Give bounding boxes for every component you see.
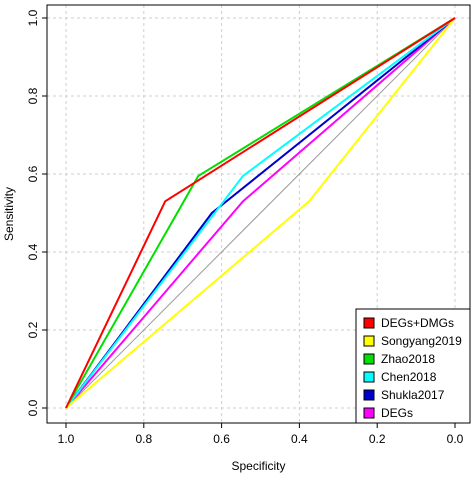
x-tick-label: 0.4: [291, 432, 308, 446]
series-line-zhao2018: [65, 17, 456, 409]
legend-swatch: [363, 407, 375, 419]
y-tick-label: 1.0: [26, 9, 40, 26]
series-line-degs: [65, 17, 456, 409]
x-tick-label: 0.2: [369, 432, 386, 446]
x-tick-label: 1.0: [58, 432, 75, 446]
x-axis: 1.0 0.8 0.6 0.4 0.2 0.0: [58, 422, 464, 446]
reference-diagonal: [65, 17, 456, 409]
legend-label: DEGs+DMGs: [381, 316, 454, 330]
x-tick-label: 0.6: [213, 432, 230, 446]
legend-box: [355, 308, 471, 424]
legend-label: Zhao2018: [381, 352, 435, 366]
y-tick-label: 0.4: [26, 243, 40, 260]
legend-label: Songyang2019: [381, 334, 462, 348]
legend-swatch: [363, 335, 375, 347]
x-axis-title: Specificity: [231, 459, 285, 473]
series-line-chen2018: [65, 17, 456, 409]
legend-label: DEGs: [381, 406, 413, 420]
y-axis-title: Sensitivity: [2, 187, 16, 241]
legend-label: Chen2018: [381, 370, 437, 384]
legend-label: Shukla2017: [381, 388, 445, 402]
y-tick-label: 0.2: [26, 321, 40, 338]
legend-swatch: [363, 389, 375, 401]
y-tick-label: 0.6: [26, 165, 40, 182]
legend-swatch: [363, 353, 375, 365]
series-line-degs-dmgs: [65, 17, 456, 409]
y-tick-label: 0.0: [26, 399, 40, 416]
series-line-songyang2019: [65, 17, 456, 409]
series-layer: [65, 17, 456, 409]
legend: DEGs+DMGs Songyang2019 Zhao2018 Chen2018 Shu…: [355, 308, 471, 424]
legend-swatch: [363, 317, 375, 329]
y-tick-label: 0.8: [26, 87, 40, 104]
legend-swatch: [363, 371, 375, 383]
y-axis: 0.0 0.2 0.4 0.6 0.8 1.0: [26, 9, 48, 416]
x-tick-label: 0.0: [447, 432, 464, 446]
x-tick-label: 0.8: [135, 432, 152, 446]
